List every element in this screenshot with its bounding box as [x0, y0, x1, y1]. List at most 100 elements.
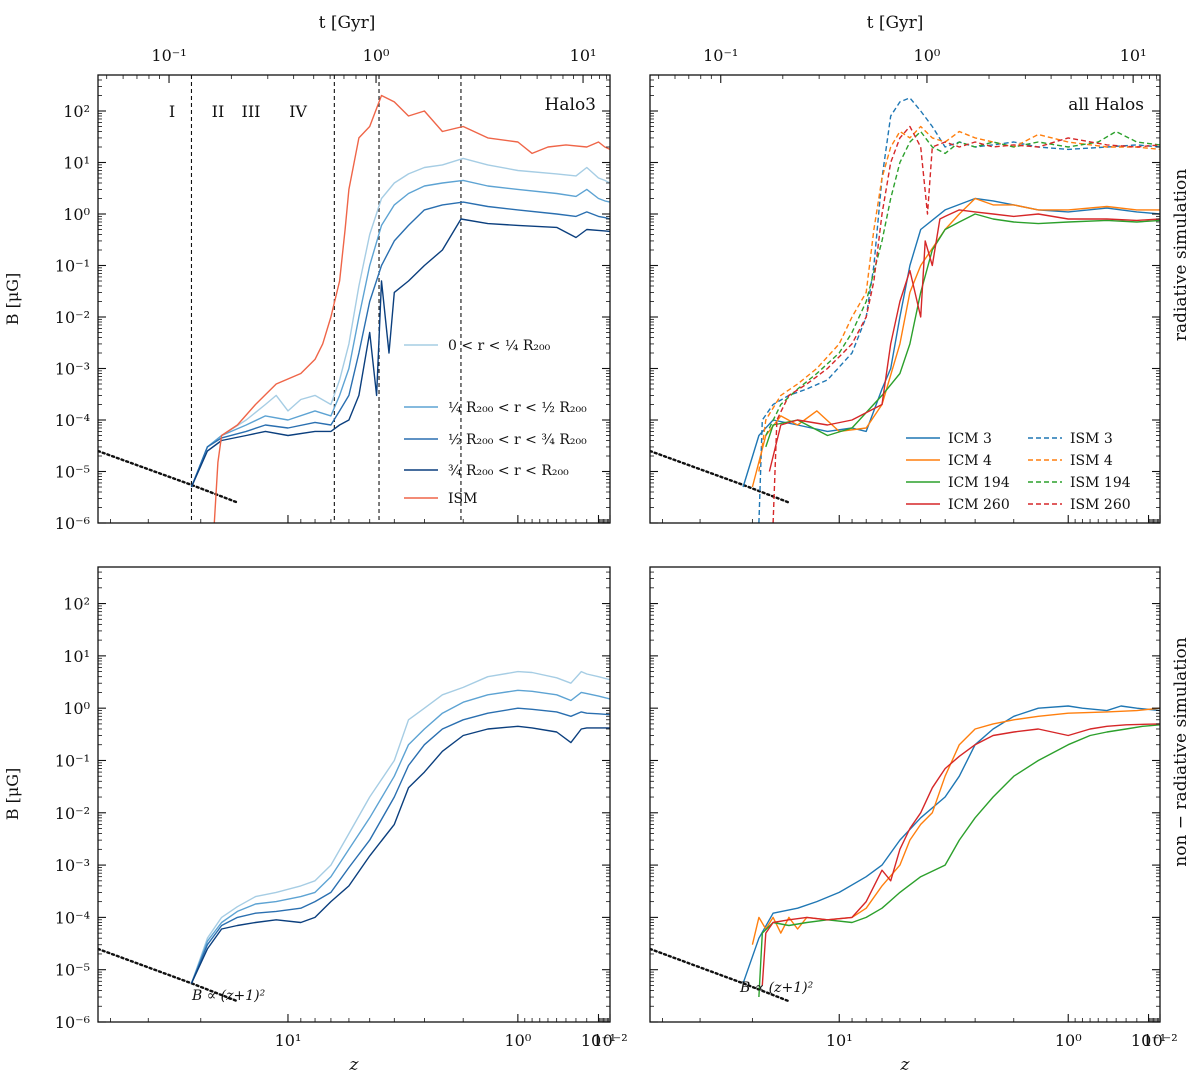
y-axis-title-top: B [μG] [3, 273, 22, 326]
y-tick-label: 10⁻⁵ [55, 462, 90, 481]
panel-title-halo3: Halo3 [545, 95, 596, 115]
x-tick-label: 10⁻² [1142, 1031, 1177, 1050]
y-tick-label: 10⁻¹ [55, 751, 90, 770]
t-tick-label: 10⁻¹ [703, 46, 738, 65]
bottom-axis-title-left: z [349, 1055, 360, 1075]
series-line-r4 [190, 725, 610, 984]
legend-label-ism194: ISM 194 [1070, 475, 1131, 491]
series-line-r1 [190, 157, 610, 488]
y-tick-label: 10² [63, 102, 90, 121]
panel-radiative-all-halos-ticks: 10⁻¹ 10⁰ 10¹ [650, 46, 1161, 524]
legend-label-ism: ISM [448, 491, 477, 507]
y-tick-label: 10⁰ [63, 205, 90, 224]
panel-radiative-halo3-lines [98, 75, 610, 523]
t-tick-label: 10⁰ [914, 46, 941, 65]
panel-non-radiative-all-halos-frame [649, 566, 1161, 1023]
panel-non-radiative-all-halos: 10¹ 10⁰ 10⁻¹10⁻² B ∝ (z+1)² [649, 566, 1178, 1050]
top-axis-title-left: t [Gyr] [319, 13, 376, 33]
series-line-h194 [765, 213, 1160, 448]
legend-label-ism260: ISM 260 [1070, 497, 1131, 513]
legend-label-icm3: ICM 3 [948, 431, 992, 447]
reference-line [650, 449, 791, 504]
y-tick-label: 10⁻⁶ [55, 514, 90, 533]
legend-label-ism4: ISM 4 [1070, 453, 1113, 469]
legend-label-icm194: ICM 194 [948, 475, 1010, 491]
panel-radiative-all-halos: 10⁻¹ 10⁰ 10¹ all Halos ICM 3 ICM 4 ICM 194… [649, 46, 1161, 524]
series-line-h3 [742, 705, 1160, 984]
panel-non-radiative-all-halos-lines [650, 705, 1160, 1003]
y-tick-label: 10¹ [63, 153, 90, 172]
series-line-h260 [761, 723, 1160, 986]
legend-label-icm4: ICM 4 [948, 453, 992, 469]
reference-line [98, 449, 239, 504]
panel-non-radiative-halo3-frame [97, 566, 611, 1023]
series-line-h3 [742, 197, 1160, 488]
y-tick-label: 10⁻⁴ [55, 908, 90, 927]
y-tick-label: 10⁻⁵ [55, 961, 90, 980]
series-line-h260-dashed [772, 125, 1160, 523]
legend-label-r1: 0 < r < ¼ R₂₀₀ [448, 338, 551, 354]
series-line-r2 [190, 689, 610, 984]
scaling-annotation-right: B ∝ (z+1)² [739, 980, 814, 996]
legend-all-halos: ICM 3 ICM 4 ICM 194 ICM 260 ISM 3 ISM 4 … [906, 431, 1131, 513]
y-tick-label: 10⁻⁴ [55, 411, 90, 430]
panel-title-all-halos: all Halos [1068, 95, 1144, 115]
y-tick-label: 10⁻³ [55, 856, 90, 875]
x-tick-label: 10⁰ [504, 1031, 531, 1050]
legend-label-r2: ¼ R₂₀₀ < r < ½ R₂₀₀ [448, 400, 587, 416]
y-tick-label: 10² [63, 595, 90, 614]
y-tick-label: 10⁻¹ [55, 256, 90, 275]
x-tick-label: 10⁻¹ [581, 1031, 616, 1050]
x-tick-label: 10⁻¹ [1131, 1031, 1166, 1050]
phase-label-1: I [169, 102, 175, 121]
series-line-ism [213, 94, 610, 523]
top-axis-title-right: t [Gyr] [867, 13, 924, 33]
legend-label-r4: ¾ R₂₀₀ < r < R₂₀₀ [448, 463, 569, 479]
panel-non-radiative-halo3-lines [98, 670, 610, 1003]
x-tick-label: 10⁰ [1055, 1031, 1082, 1050]
y-tick-label: 10⁻² [55, 308, 90, 327]
phase-label-2: II [212, 102, 225, 121]
panel-radiative-halo3-frame [97, 74, 611, 524]
y-tick-label: 10⁰ [63, 699, 90, 718]
panel-radiative-all-halos-lines [650, 97, 1160, 523]
phase-label-3: III [242, 102, 261, 121]
t-tick-label: 10¹ [570, 46, 597, 65]
series-line-r2 [190, 179, 610, 488]
series-line-h4-dashed [758, 125, 1160, 472]
series-line-h4 [751, 707, 1160, 945]
t-tick-label: 10¹ [1120, 46, 1147, 65]
row-label-radiative: radiative simulation [1171, 169, 1191, 341]
legend-label-r3: ½ R₂₀₀ < r < ¾ R₂₀₀ [448, 432, 587, 448]
bottom-axis-title-right: z [900, 1055, 911, 1075]
series-line-h4 [751, 197, 1160, 488]
series-line-h194-dashed [765, 130, 1160, 436]
y-tick-label: 10⁻³ [55, 359, 90, 378]
y-tick-label: 10⁻⁶ [55, 1013, 90, 1032]
legend-halo3: 0 < r < ¼ R₂₀₀ ¼ R₂₀₀ < r < ½ R₂₀₀ ½ R₂₀… [404, 338, 587, 507]
legend-label-ism3: ISM 3 [1070, 431, 1113, 447]
scaling-annotation-left: B ∝ (z+1)² [191, 988, 266, 1004]
x-tick-label: 10¹ [826, 1031, 853, 1050]
series-line-h260 [768, 209, 1160, 472]
series-line-r3 [190, 707, 610, 984]
panel-radiative-all-halos-frame [649, 74, 1161, 524]
y-tick-label: 10⁻² [55, 804, 90, 823]
t-tick-label: 10⁻¹ [151, 46, 186, 65]
panel-non-radiative-all-halos-ticks: 10¹ 10⁰ 10⁻¹10⁻² [650, 566, 1178, 1050]
series-line-r1 [190, 670, 610, 984]
t-tick-label: 10⁰ [363, 46, 390, 65]
phase-label-4: IV [289, 102, 307, 121]
x-tick-label: 10¹ [275, 1031, 302, 1050]
y-axis-title-bottom: B [μG] [3, 768, 22, 821]
x-tick-label: 10⁻² [592, 1031, 627, 1050]
series-line-r3 [190, 201, 610, 488]
row-label-non-radiative: non − radiative simulation [1171, 637, 1191, 867]
y-tick-label: 10¹ [63, 647, 90, 666]
legend-label-icm260: ICM 260 [948, 497, 1010, 513]
panel-radiative-halo3-ticks: 10² 10¹ 10⁰ 10⁻¹ 10⁻² 10⁻³ 10⁻⁴ 10⁻⁵ 10⁻⁶ 10⁻¹ 10⁰… [55, 46, 611, 533]
series-line-h194 [758, 724, 1160, 998]
